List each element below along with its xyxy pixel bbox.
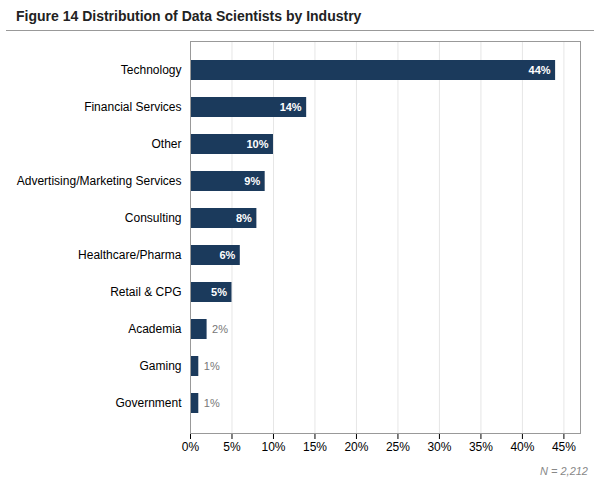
svg-text:Government: Government — [115, 396, 182, 410]
svg-text:5%: 5% — [211, 286, 227, 298]
svg-text:Technology: Technology — [121, 63, 182, 77]
svg-text:20%: 20% — [344, 440, 368, 454]
svg-text:1%: 1% — [204, 360, 220, 372]
html-text:N = 2,212: N = 2,212 — [540, 465, 588, 477]
svg-text:25%: 25% — [386, 440, 410, 454]
svg-text:40%: 40% — [510, 440, 534, 454]
svg-text:44%: 44% — [529, 64, 551, 76]
svg-text:10%: 10% — [246, 138, 268, 150]
svg-text:Other: Other — [151, 137, 181, 151]
svg-text:9%: 9% — [244, 175, 260, 187]
svg-text:Consulting: Consulting — [125, 211, 182, 225]
svg-text:15%: 15% — [303, 440, 327, 454]
svg-text:2%: 2% — [212, 323, 228, 335]
svg-text:6%: 6% — [219, 249, 235, 261]
svg-text:5%: 5% — [223, 440, 241, 454]
svg-text:45%: 45% — [552, 440, 576, 454]
svg-text:Healthcare/Pharma: Healthcare/Pharma — [78, 248, 182, 262]
svg-text:14%: 14% — [280, 101, 302, 113]
svg-text:Advertising/Marketing Services: Advertising/Marketing Services — [17, 174, 182, 188]
svg-text:35%: 35% — [469, 440, 493, 454]
svg-text:Financial Services: Financial Services — [84, 100, 181, 114]
svg-text:0%: 0% — [182, 440, 200, 454]
html-text:Figure 14 Distribution of Data: Figure 14 Distribution of Data Scientist… — [16, 8, 362, 24]
svg-text:Gaming: Gaming — [139, 359, 181, 373]
svg-text:1%: 1% — [204, 397, 220, 409]
svg-text:30%: 30% — [427, 440, 451, 454]
svg-text:10%: 10% — [261, 440, 285, 454]
svg-text:Retail & CPG: Retail & CPG — [110, 285, 181, 299]
svg-text:Academia: Academia — [128, 322, 182, 336]
svg-text:8%: 8% — [236, 212, 252, 224]
